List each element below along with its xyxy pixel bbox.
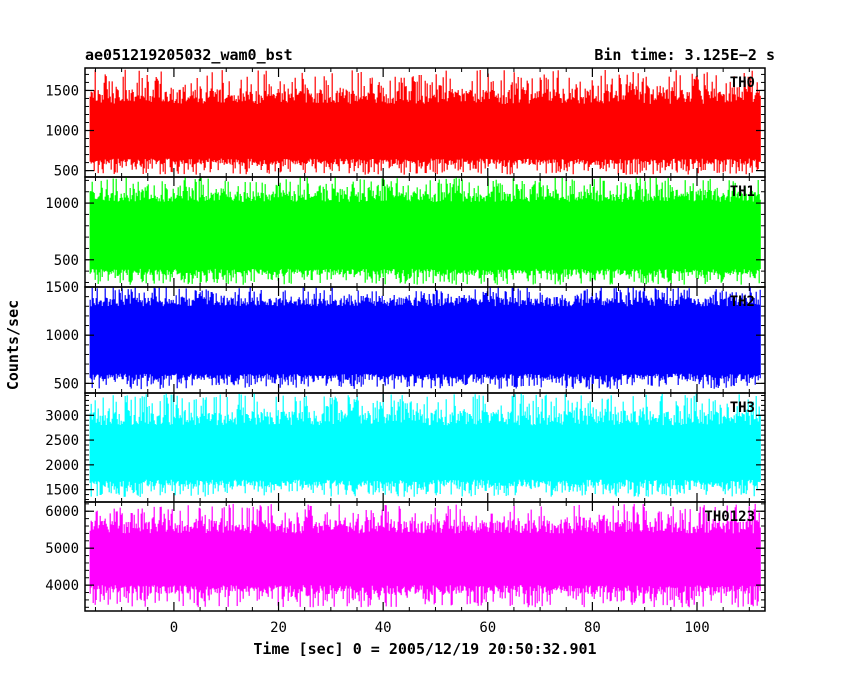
panel-label-th2: TH2 (730, 294, 755, 310)
x-axis: 0 20 40 60 80 100 (170, 620, 710, 636)
chart-title: ae051219205032_wam0_bst (85, 46, 293, 64)
series-trace-th0 (90, 70, 760, 175)
panels-group: 500 1000 1500 TH0 500 1000 TH1 500 1000 1500 TH2 15… (45, 68, 765, 611)
y-tick-label: 1000 (45, 328, 79, 344)
panel-th2: 500 1000 1500 TH2 (45, 280, 765, 393)
y-tick-label: 1500 (45, 483, 79, 499)
x-tick-label: 80 (584, 620, 601, 636)
panel-label-th0123: TH0123 (704, 509, 755, 525)
x-tick-label: 40 (375, 620, 392, 636)
y-tick-label: 500 (54, 376, 79, 392)
y-tick-label: 500 (54, 164, 79, 180)
y-tick-label: 1500 (45, 280, 79, 296)
x-axis-label: Time [sec] 0 = 2005/12/19 20:50:32.901 (253, 640, 596, 658)
panel-label-th3: TH3 (730, 400, 755, 416)
series-trace-th2 (90, 287, 760, 389)
y-tick-label: 2000 (45, 458, 79, 474)
panel-th0: 500 1000 1500 TH0 (45, 68, 765, 180)
y-tick-label: 6000 (45, 504, 79, 520)
series-trace-th3 (90, 393, 760, 497)
series-trace-th0123 (90, 504, 760, 607)
y-tick-label: 5000 (45, 541, 79, 557)
panel-th1: 500 1000 TH1 (45, 177, 765, 287)
y-axis-label: Counts/sec (4, 300, 22, 390)
x-tick-label: 20 (270, 620, 287, 636)
x-tick-label: 100 (684, 620, 709, 636)
y-tick-label: 4000 (45, 578, 79, 594)
panel-label-th1: TH1 (730, 184, 755, 200)
panel-th0123: 4000 5000 6000 TH0123 (45, 502, 765, 611)
panel-th3: 1500 2000 2500 3000 TH3 (45, 393, 765, 502)
panel-label-th0: TH0 (730, 75, 755, 91)
series-trace-th1 (90, 177, 760, 285)
y-tick-label: 3000 (45, 408, 79, 424)
y-tick-label: 2500 (45, 433, 79, 449)
x-tick-label: 60 (479, 620, 496, 636)
x-tick-label: 0 (170, 620, 178, 636)
y-tick-label: 1500 (45, 83, 79, 99)
bin-time-label: Bin time: 3.125E−2 s (594, 46, 775, 64)
y-tick-label: 1000 (45, 124, 79, 140)
y-tick-label: 500 (54, 253, 79, 269)
y-tick-label: 1000 (45, 196, 79, 212)
